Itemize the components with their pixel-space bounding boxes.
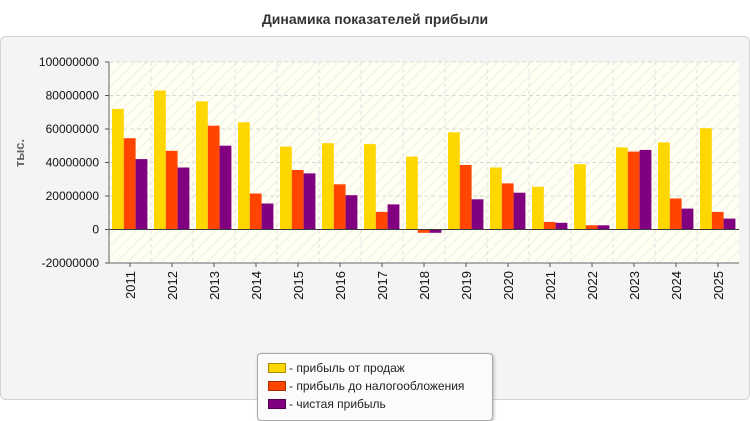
- bar-series-1-2019: [448, 132, 460, 230]
- bar-series-2-2012: [165, 150, 178, 230]
- y-tick-label: 0: [92, 223, 99, 237]
- bar-series-1-2018: [406, 156, 418, 230]
- bar-series-2-2024: [669, 198, 682, 230]
- bar-series-1-2015: [280, 146, 292, 230]
- bar-series-1-2022: [574, 164, 586, 230]
- bar-series-3-2020: [513, 192, 526, 230]
- x-tick-label: 2019: [459, 271, 474, 300]
- bar-series-3-2022: [597, 225, 610, 230]
- bar-series-1-2017: [364, 144, 376, 230]
- bar-series-2-2014: [249, 193, 262, 230]
- x-tick-label: 2015: [291, 271, 306, 300]
- bar-series-2-2025: [711, 211, 724, 230]
- chart-panel: -20000000 0 20000000 40000000 60000000 800000…: [0, 36, 750, 421]
- y-tick-label: 100000000: [39, 55, 99, 69]
- legend-swatch-pretax: [268, 381, 286, 391]
- bar-series-2-2022: [585, 225, 598, 230]
- bar-series-1-2014: [238, 122, 250, 230]
- bar-series-2-2011: [123, 138, 136, 230]
- legend-swatch-net: [268, 399, 286, 409]
- bar-series-3-2021: [555, 222, 568, 230]
- bar-series-3-2012: [177, 167, 190, 230]
- bar-series-3-2024: [681, 208, 694, 230]
- bar-series-3-2018: [429, 229, 442, 233]
- bar-series-2-2019: [459, 165, 472, 230]
- x-tick-label: 2016: [333, 271, 348, 300]
- y-tick-label: 60000000: [46, 122, 100, 136]
- bar-series-1-2020: [490, 167, 502, 230]
- x-tick-label: 2022: [585, 271, 600, 300]
- x-tick-label: 2025: [711, 271, 726, 300]
- bar-series-1-2024: [658, 142, 670, 230]
- y-tick-label: 40000000: [46, 156, 100, 170]
- x-tick-label: 2018: [417, 271, 432, 300]
- y-tick-labels: -20000000 0 20000000 40000000 60000000 800000…: [39, 55, 99, 270]
- x-tick-label: 2011: [123, 271, 138, 299]
- legend-label-net: - чистая прибыль: [289, 397, 386, 411]
- legend-swatch-sales: [268, 363, 286, 373]
- legend-item-sales: - прибыль от продаж: [268, 360, 405, 376]
- bars: [112, 90, 736, 233]
- bar-series-1-2011: [112, 108, 124, 230]
- bar-series-3-2015: [303, 173, 316, 230]
- legend-label-sales: - прибыль от продаж: [289, 361, 405, 375]
- x-tick-label: 2021: [543, 271, 558, 300]
- x-tick-label: 2024: [669, 271, 684, 300]
- bar-series-1-2012: [154, 90, 166, 230]
- y-tick-label: 20000000: [46, 189, 100, 203]
- bar-series-2-2021: [543, 222, 556, 230]
- bar-series-2-2016: [333, 184, 346, 230]
- bar-series-1-2023: [616, 147, 628, 230]
- bar-series-1-2016: [322, 143, 334, 230]
- legend-item-net: - чистая прибыль: [268, 396, 386, 412]
- chart-plot: -20000000 0 20000000 40000000 60000000 800000…: [12, 55, 739, 300]
- bar-series-2-2013: [207, 125, 220, 230]
- x-tick-labels: 2011 2012 2013 2014 2015 2016 2017 2018 2019 2020…: [123, 263, 726, 300]
- bar-series-2-2023: [627, 151, 640, 230]
- legend-label-pretax: - прибыль до налогообложения: [289, 379, 465, 393]
- x-tick-label: 2017: [375, 271, 390, 300]
- bar-series-3-2014: [261, 203, 274, 230]
- y-tick-label: 80000000: [46, 89, 100, 103]
- bar-series-3-2013: [219, 145, 232, 230]
- legend-item-pretax: - прибыль до налогообложения: [268, 378, 464, 394]
- chart-title: Динамика показателей прибыли: [261, 11, 489, 27]
- y-tick-label: -20000000: [42, 256, 100, 270]
- bar-series-3-2017: [387, 204, 400, 230]
- bar-series-1-2021: [532, 186, 544, 230]
- x-tick-label: 2012: [165, 271, 180, 300]
- bar-series-3-2025: [723, 218, 736, 230]
- x-tick-label: 2023: [627, 271, 642, 300]
- bar-series-3-2019: [471, 199, 484, 230]
- bar-series-1-2013: [196, 101, 208, 230]
- legend: - прибыль от продаж - прибыль до налогоо…: [257, 353, 493, 421]
- x-tick-label: 2020: [501, 271, 516, 300]
- x-tick-label: 2014: [249, 271, 264, 300]
- y-axis-label: тыс.: [12, 139, 27, 167]
- bar-series-3-2016: [345, 195, 358, 230]
- bar-series-2-2020: [501, 183, 514, 230]
- bar-series-2-2018: [417, 229, 430, 233]
- bar-series-1-2025: [700, 128, 712, 230]
- bar-series-3-2023: [639, 149, 652, 230]
- bar-series-2-2015: [291, 170, 304, 230]
- x-tick-label: 2013: [207, 271, 222, 300]
- bar-series-2-2017: [375, 211, 388, 230]
- bar-series-3-2011: [135, 159, 148, 230]
